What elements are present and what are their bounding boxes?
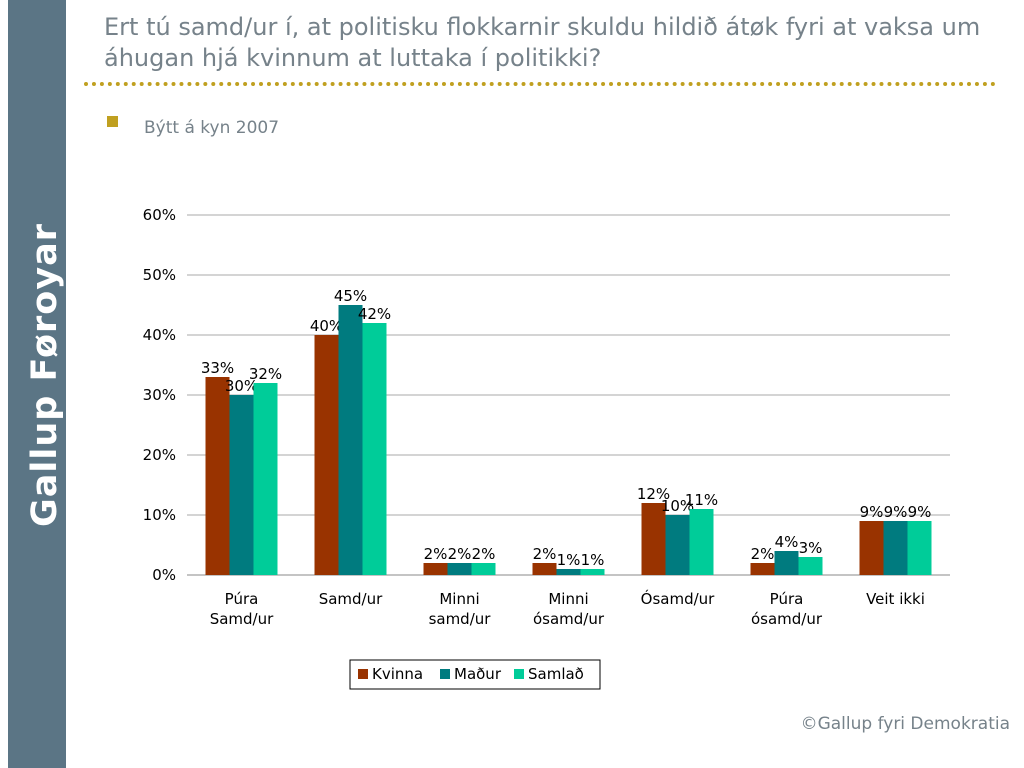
y-tick-label: 50% bbox=[143, 266, 176, 284]
data-label: 30% bbox=[225, 377, 258, 395]
bar-samlað bbox=[471, 563, 496, 575]
y-tick-label: 10% bbox=[143, 506, 176, 524]
data-label: 2% bbox=[424, 545, 448, 563]
data-label: 1% bbox=[581, 551, 605, 569]
x-tick-label: Púra bbox=[770, 590, 804, 608]
y-tick-label: 20% bbox=[143, 446, 176, 464]
bar-maður bbox=[665, 515, 690, 575]
data-label: 33% bbox=[201, 359, 234, 377]
legend-label: Maður bbox=[454, 665, 502, 683]
subtitle: Býtt á kyn 2007 bbox=[144, 118, 280, 138]
y-tick-label: 0% bbox=[152, 566, 176, 584]
bar-kvinna bbox=[532, 563, 557, 575]
bar-kvinna bbox=[423, 563, 448, 575]
y-tick-label: 30% bbox=[143, 386, 176, 404]
bar-kvinna bbox=[205, 377, 230, 575]
data-label: 10% bbox=[661, 497, 694, 515]
bar-samlað bbox=[362, 323, 387, 575]
data-label: 9% bbox=[884, 503, 908, 521]
data-label: 2% bbox=[533, 545, 557, 563]
data-label: 12% bbox=[637, 485, 670, 503]
x-tick-label: Púra bbox=[225, 590, 259, 608]
legend-swatch bbox=[514, 669, 524, 679]
x-tick-label: Samd/ur bbox=[319, 590, 383, 608]
legend-label: Kvinna bbox=[372, 665, 423, 683]
x-tick-label: ósamd/ur bbox=[533, 610, 605, 628]
data-label: 9% bbox=[860, 503, 884, 521]
bar-maður bbox=[338, 305, 363, 575]
bar-kvinna bbox=[859, 521, 884, 575]
bullet-icon bbox=[107, 116, 118, 127]
bar-maður bbox=[556, 569, 581, 575]
x-tick-label: Minni bbox=[439, 590, 479, 608]
x-tick-label: samd/ur bbox=[429, 610, 492, 628]
sidebar: Gallup Føroyar bbox=[8, 0, 66, 768]
bar-samlað bbox=[689, 509, 714, 575]
bar-maður bbox=[774, 551, 799, 575]
bar-maður bbox=[229, 395, 254, 575]
legend-label: Samlað bbox=[528, 665, 584, 683]
bar-samlað bbox=[580, 569, 605, 575]
y-tick-label: 60% bbox=[143, 206, 176, 224]
data-label: 2% bbox=[472, 545, 496, 563]
x-tick-label: Veit ikki bbox=[866, 590, 925, 608]
data-label: 3% bbox=[799, 539, 823, 557]
bar-samlað bbox=[798, 557, 823, 575]
bar-samlað bbox=[907, 521, 932, 575]
bar-maður bbox=[447, 563, 472, 575]
x-tick-label: ósamd/ur bbox=[751, 610, 823, 628]
bar-kvinna bbox=[641, 503, 666, 575]
x-tick-label: Minni bbox=[548, 590, 588, 608]
data-label: 45% bbox=[334, 287, 367, 305]
data-label: 42% bbox=[358, 305, 391, 323]
bar-kvinna bbox=[314, 335, 339, 575]
data-label: 9% bbox=[908, 503, 932, 521]
legend bbox=[349, 659, 601, 690]
legend-swatch bbox=[358, 669, 368, 679]
bar-maður bbox=[883, 521, 908, 575]
legend-swatch bbox=[440, 669, 450, 679]
data-label: 2% bbox=[448, 545, 472, 563]
y-tick-label: 40% bbox=[143, 326, 176, 344]
data-label: 2% bbox=[751, 545, 775, 563]
x-tick-label: Ósamd/ur bbox=[641, 589, 716, 608]
x-tick-label: Samd/ur bbox=[210, 610, 274, 628]
page-title: Ert tú samd/ur í, at politisku flokkarni… bbox=[104, 13, 981, 72]
data-label: 1% bbox=[557, 551, 581, 569]
dotted-divider bbox=[84, 82, 996, 86]
data-label: 32% bbox=[249, 365, 282, 383]
data-label: 40% bbox=[310, 317, 343, 335]
bar-samlað bbox=[253, 383, 278, 575]
bar-kvinna bbox=[750, 563, 775, 575]
copyright-footer: ©Gallup fyri Demokratia bbox=[800, 714, 1010, 734]
data-label: 4% bbox=[775, 533, 799, 551]
data-label: 11% bbox=[685, 491, 718, 509]
